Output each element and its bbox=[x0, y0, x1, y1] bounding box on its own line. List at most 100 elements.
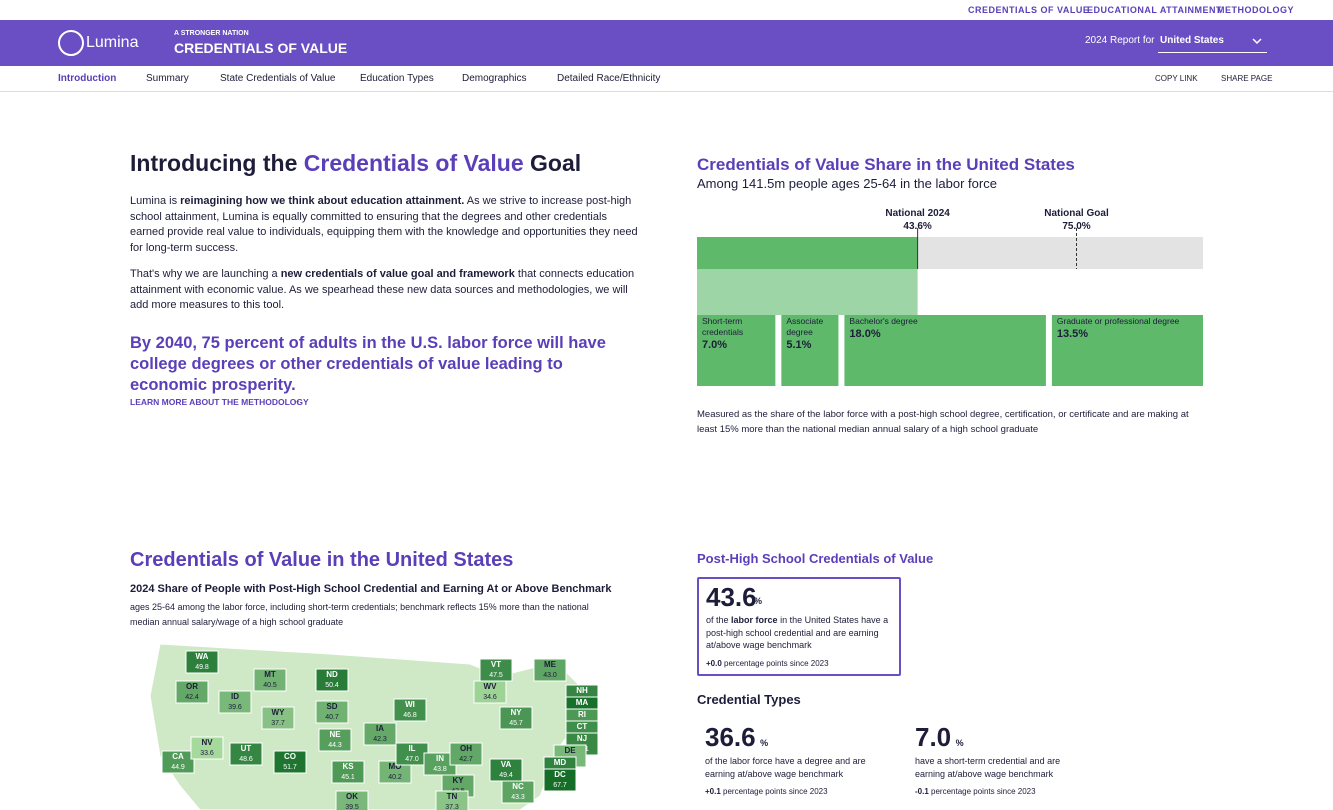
change: -0.1 bbox=[915, 787, 929, 796]
nav-tab[interactable]: Education Types bbox=[360, 73, 434, 84]
top-link[interactable]: EDUCATIONAL ATTAINMENT bbox=[1087, 5, 1222, 15]
state bbox=[331, 760, 365, 784]
state-abbr: WV bbox=[484, 682, 498, 691]
emphasis: new credentials of value goal and framew… bbox=[280, 268, 515, 280]
copy-link[interactable]: COPY LINK bbox=[1155, 74, 1198, 83]
metrics-title: Post-High School Credentials of Value bbox=[697, 551, 934, 566]
segment-bg bbox=[697, 269, 918, 315]
state bbox=[449, 742, 483, 766]
state-abbr: CO bbox=[284, 752, 296, 761]
state bbox=[363, 722, 397, 746]
state-value: 50.4 bbox=[325, 682, 339, 689]
state-value: 43.8 bbox=[433, 766, 447, 773]
segment-label-box: Graduate or professional degree 13.5% bbox=[1057, 316, 1200, 340]
state-abbr: UT bbox=[241, 744, 252, 753]
state-abbr: ND bbox=[326, 670, 338, 679]
report-select[interactable]: United States bbox=[1158, 30, 1267, 53]
nav-tab[interactable]: Introduction bbox=[58, 73, 117, 84]
segment-label: Short-term credentials 7.0% bbox=[702, 316, 772, 351]
top-bar: CREDENTIALS OF VALUE EDUCATIONAL ATTAINM… bbox=[0, 0, 1333, 20]
state-abbr: TN bbox=[447, 792, 458, 801]
state-abbr: MO bbox=[389, 762, 402, 771]
state-value: 46.8 bbox=[403, 712, 417, 719]
state-value: 42.4 bbox=[185, 694, 199, 701]
nav: Introduction Summary State Credentials o… bbox=[0, 66, 1333, 92]
top-link[interactable]: METHODOLOGY bbox=[1217, 5, 1294, 15]
share-page[interactable]: SHARE PAGE bbox=[1221, 74, 1273, 83]
arrow-icon: → bbox=[292, 395, 301, 405]
segment-name: Graduate or professional degree bbox=[1056, 316, 1180, 326]
segment-value: 5.1% bbox=[786, 339, 812, 351]
metric-card: 43.6 % of the labor force in the United … bbox=[697, 577, 901, 676]
brand: CREDENTIALS OF VALUE bbox=[174, 40, 348, 56]
header: Lumina A STRONGER NATION CREDENTIALS OF … bbox=[0, 20, 1333, 66]
state bbox=[499, 706, 533, 730]
state-abbr: OH bbox=[460, 744, 472, 753]
state-abbr: IA bbox=[376, 724, 384, 733]
share-note: Measured as the share of the labor force… bbox=[697, 409, 1189, 435]
nav-tab[interactable]: Demographics bbox=[462, 73, 527, 84]
state-abbr: VA bbox=[501, 760, 512, 769]
segment-value: 18.0% bbox=[849, 328, 881, 340]
state-abbr: NJ bbox=[577, 734, 587, 743]
state bbox=[190, 736, 224, 760]
state-value: 40.7 bbox=[325, 714, 339, 721]
state-abbr: ME bbox=[544, 660, 557, 669]
state bbox=[261, 706, 295, 730]
share-subtitle: Among 141.5m people ages 25-64 in the la… bbox=[697, 176, 997, 191]
nav-tab[interactable]: State Credentials of Value bbox=[220, 73, 336, 84]
state-value: 42.3 bbox=[373, 736, 387, 743]
state-value: 49.8 bbox=[195, 664, 209, 671]
change: +0.1 bbox=[705, 787, 721, 796]
state bbox=[218, 690, 252, 714]
state-abbr: CT bbox=[577, 722, 588, 731]
text: labor force bbox=[731, 615, 778, 625]
type-item: 36.6 % of the labor force have a degree … bbox=[705, 722, 890, 796]
text: As we strive to increase post-high schoo… bbox=[130, 195, 638, 254]
segment-label: Graduate or professional degree 13.5% bbox=[1057, 316, 1200, 340]
state-abbr: SD bbox=[326, 702, 337, 711]
state-value: 44.3 bbox=[328, 742, 342, 749]
type-unit: % bbox=[955, 738, 964, 748]
state-abbr: ID bbox=[231, 692, 239, 701]
state-value: 47.0 bbox=[405, 756, 419, 763]
text: percentage points since 2023 bbox=[931, 787, 1036, 796]
map-title: Credentials of Value in the United State… bbox=[130, 549, 514, 571]
type-value: 7.0 bbox=[915, 722, 952, 752]
nav-tab[interactable]: Summary bbox=[146, 73, 189, 84]
type-change: -0.1 percentage points since 2023 bbox=[915, 787, 1085, 796]
state-abbr: WY bbox=[272, 708, 286, 717]
state-value: 47.5 bbox=[489, 672, 503, 679]
heading-part: Introducing the bbox=[130, 150, 298, 176]
state bbox=[161, 750, 195, 774]
segment bbox=[844, 315, 1046, 386]
logo-mark bbox=[58, 30, 84, 56]
tagline: A STRONGER NATION bbox=[174, 30, 249, 37]
state bbox=[393, 698, 427, 722]
intro-paragraph: Lumina is reimagining how we think about… bbox=[130, 194, 638, 256]
segment bbox=[697, 315, 776, 386]
state-abbr: NY bbox=[510, 708, 522, 717]
state-value: 45.7 bbox=[509, 720, 523, 727]
state bbox=[318, 728, 352, 752]
state-value: 40.5 bbox=[263, 682, 277, 689]
nav-tab[interactable]: Detailed Race/Ethnicity bbox=[557, 73, 661, 84]
logo: Lumina bbox=[86, 34, 139, 51]
top-link[interactable]: CREDENTIALS OF VALUE bbox=[968, 5, 1090, 15]
state-abbr: OR bbox=[186, 682, 198, 691]
marker-value: 43.6% bbox=[903, 221, 931, 232]
metric-change: +0.0 percentage points since 2023 bbox=[706, 659, 829, 668]
marker-value: 75.0% bbox=[1062, 221, 1090, 232]
state-value: 39.5 bbox=[345, 804, 359, 810]
text: that connects education attainment with … bbox=[130, 268, 635, 311]
state bbox=[501, 780, 535, 804]
state-abbr: NH bbox=[576, 686, 588, 695]
methodology-link[interactable]: LEARN MORE ABOUT THE METHODOLOGY bbox=[130, 397, 309, 407]
state bbox=[378, 760, 412, 784]
segment-label: Associate degree 5.1% bbox=[786, 316, 835, 351]
marker-name: National Goal bbox=[1044, 208, 1109, 219]
state-abbr: MT bbox=[264, 670, 276, 679]
state-value: 51.7 bbox=[283, 764, 297, 771]
state-abbr: WI bbox=[405, 700, 415, 709]
state-abbr: IN bbox=[436, 754, 444, 763]
